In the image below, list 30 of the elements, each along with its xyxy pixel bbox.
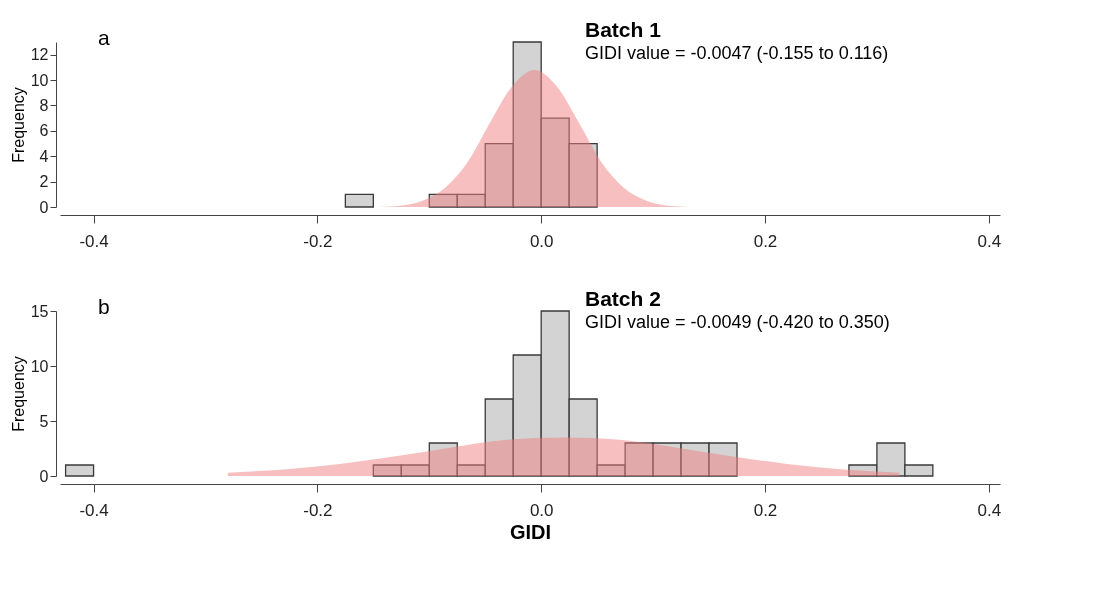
y-tick-label: 10 [30, 357, 49, 375]
x-tick-label: -0.2 [303, 231, 333, 251]
x-tick-label: 0.0 [529, 500, 554, 520]
x-tick-label: -0.4 [79, 500, 109, 520]
annotation: a [98, 26, 110, 49]
y-tick-label: 0 [39, 198, 49, 216]
x-tick-label: 0.0 [529, 231, 554, 251]
y-tick-label: 4 [39, 147, 49, 165]
x-tick-label: -0.2 [303, 500, 333, 520]
chart-subtitle: GIDI value = -0.0047 (-0.155 to 0.116) [585, 43, 889, 63]
y-tick-label: 15 [30, 302, 49, 320]
y-tick-label: 8 [39, 96, 49, 114]
x-tick-label: 0.4 [977, 231, 1002, 251]
x-tick-label: -0.4 [79, 231, 109, 251]
x-tick-label: 0.2 [753, 500, 778, 520]
y-tick-label: 5 [39, 412, 49, 430]
chart-title: Batch 1 [585, 18, 662, 41]
annotation: b [98, 295, 110, 318]
y-axis-title: Frequency [9, 356, 27, 432]
y-tick-label: 10 [30, 71, 49, 89]
x-tick-label: 0.4 [977, 500, 1002, 520]
y-tick-label: 0 [39, 467, 49, 485]
x-tick-label: 0.2 [753, 231, 778, 251]
x-axis-title: GIDI [509, 520, 552, 543]
y-tick-label: 2 [39, 173, 49, 191]
chart-subtitle: GIDI value = -0.0049 (-0.420 to 0.350) [585, 312, 890, 332]
y-axis-title: Frequency [9, 87, 27, 163]
y-tick-label: 6 [39, 122, 49, 140]
y-tick-label: 12 [30, 46, 49, 64]
chart-title: Batch 2 [585, 287, 661, 310]
